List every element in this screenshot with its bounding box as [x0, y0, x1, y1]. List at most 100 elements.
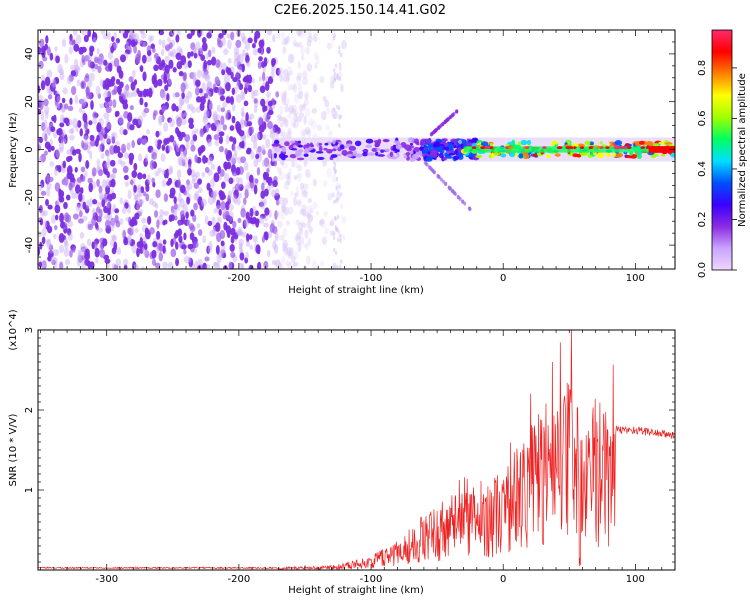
- noise-dot: [92, 116, 98, 125]
- noise-dot: [175, 241, 179, 250]
- noise-dot: [235, 176, 240, 184]
- noise-dot: [76, 202, 81, 208]
- noise-dot: [267, 148, 273, 159]
- noise-dot: [89, 151, 93, 160]
- noise-dot: [39, 204, 44, 213]
- noise-dot: [249, 244, 254, 250]
- noise-dot: [337, 190, 340, 195]
- noise-dot: [326, 42, 333, 50]
- noise-dot: [333, 71, 337, 77]
- noise-dot: [301, 204, 308, 212]
- noise-dot: [82, 122, 88, 131]
- noise-dot: [267, 76, 274, 84]
- noise-dot: [276, 114, 282, 123]
- noise-dot: [166, 78, 172, 87]
- noise-dot: [162, 261, 168, 269]
- noise-dot: [47, 176, 54, 183]
- noise-dot: [139, 232, 143, 239]
- noise-dot: [240, 208, 246, 218]
- noise-dot: [47, 204, 53, 210]
- noise-dot: [240, 107, 245, 117]
- noise-dot: [213, 262, 219, 269]
- noise-dot: [271, 69, 275, 80]
- noise-dot: [300, 129, 307, 136]
- noise-dot: [105, 179, 111, 188]
- noise-dot: [302, 129, 309, 135]
- noise-dot: [191, 71, 197, 78]
- noise-dot: [281, 203, 286, 213]
- noise-dot: [223, 48, 229, 56]
- noise-dot: [297, 173, 302, 183]
- noise-dot: [122, 258, 129, 266]
- band-blob: [273, 139, 280, 145]
- band-peak: [485, 146, 490, 149]
- noise-dot: [241, 36, 247, 44]
- noise-dot: [263, 57, 268, 67]
- noise-dot: [166, 36, 171, 43]
- noise-dot: [254, 210, 259, 217]
- noise-dot: [111, 136, 116, 144]
- noise-dot: [224, 110, 229, 121]
- noise-dot: [258, 215, 265, 225]
- noise-dot: [87, 223, 94, 231]
- noise-dot: [138, 208, 143, 217]
- noise-dot: [280, 31, 286, 40]
- band-blob: [315, 151, 324, 154]
- noise-dot: [216, 77, 221, 86]
- noise-dot: [338, 70, 343, 79]
- noise-dot: [180, 147, 184, 158]
- noise-dot: [162, 239, 167, 245]
- band-blob: [453, 145, 457, 149]
- noise-dot: [327, 192, 333, 201]
- noise-dot: [211, 46, 216, 54]
- noise-dot: [49, 52, 54, 61]
- noise-dot: [92, 32, 97, 43]
- streak-dot: [439, 177, 443, 182]
- noise-dot: [282, 227, 288, 237]
- band-blob: [316, 156, 325, 160]
- noise-dot: [86, 238, 92, 247]
- noise-dot: [63, 248, 70, 257]
- noise-dot: [127, 234, 132, 245]
- noise-dot: [59, 72, 65, 81]
- band-peak: [489, 146, 494, 149]
- noise-dot: [270, 65, 276, 71]
- noise-dot: [104, 126, 110, 134]
- noise-dot: [65, 194, 71, 201]
- noise-dot: [274, 231, 279, 242]
- noise-dot: [110, 217, 116, 226]
- noise-dot: [265, 138, 270, 149]
- noise-dot: [105, 151, 111, 158]
- noise-dot: [244, 188, 249, 199]
- noise-dot: [237, 217, 242, 224]
- noise-dot: [292, 82, 298, 91]
- noise-dot: [82, 142, 89, 151]
- noise-dot: [283, 200, 288, 206]
- snr-plot-area: [38, 330, 675, 570]
- noise-dot: [282, 246, 289, 255]
- snr-marks: [38, 330, 675, 570]
- noise-dot: [295, 111, 300, 119]
- noise-dot: [306, 63, 313, 72]
- noise-dot: [187, 51, 191, 59]
- band-blob: [332, 139, 336, 145]
- noise-dot: [267, 230, 273, 239]
- noise-dot: [302, 208, 307, 217]
- noise-dot: [152, 200, 157, 208]
- noise-dot: [305, 255, 311, 266]
- noise-dot: [309, 227, 313, 235]
- noise-dot: [231, 102, 236, 112]
- noise-dot: [131, 91, 135, 98]
- noise-dot: [263, 157, 270, 167]
- noise-dot: [279, 263, 285, 269]
- band-peak: [648, 146, 675, 153]
- noise-dot: [274, 192, 281, 201]
- noise-dot: [338, 115, 342, 120]
- noise-dot: [109, 173, 116, 181]
- noise-dot: [54, 182, 61, 192]
- noise-dot: [128, 76, 134, 83]
- noise-dot: [271, 57, 277, 66]
- noise-dot: [122, 92, 129, 101]
- band-peak: [588, 146, 593, 149]
- noise-dot: [319, 220, 324, 227]
